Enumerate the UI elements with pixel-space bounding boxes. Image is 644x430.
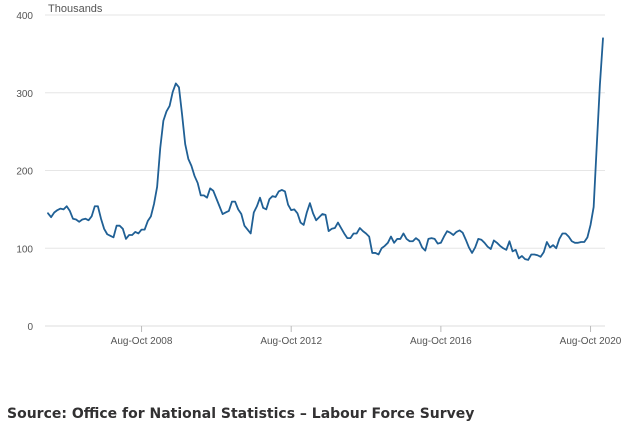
y-tick-label: 100 bbox=[16, 244, 33, 255]
x-tick-label: Aug-Oct 2008 bbox=[111, 336, 173, 347]
x-axis: Aug-Oct 2008 Aug-Oct 2012 Aug-Oct 2016 Aug-… bbox=[111, 326, 622, 347]
y-tick-label: 300 bbox=[16, 89, 33, 100]
y-tick-label: 400 bbox=[16, 11, 33, 22]
x-tick-label: Aug-Oct 2020 bbox=[560, 336, 622, 347]
series-group bbox=[47, 37, 604, 261]
gridlines bbox=[45, 14, 605, 249]
y-tick-label: 0 bbox=[27, 322, 33, 333]
x-tick-label: Aug-Oct 2012 bbox=[260, 336, 322, 347]
x-tick-label: Aug-Oct 2016 bbox=[410, 336, 472, 347]
y-axis: 0 100 200 300 400 bbox=[16, 11, 33, 333]
y-unit-label: Thousands bbox=[48, 3, 103, 15]
source-note: Source: Office for National Statistics –… bbox=[7, 406, 475, 422]
y-tick-label: 200 bbox=[16, 167, 33, 178]
series-line bbox=[47, 37, 604, 261]
